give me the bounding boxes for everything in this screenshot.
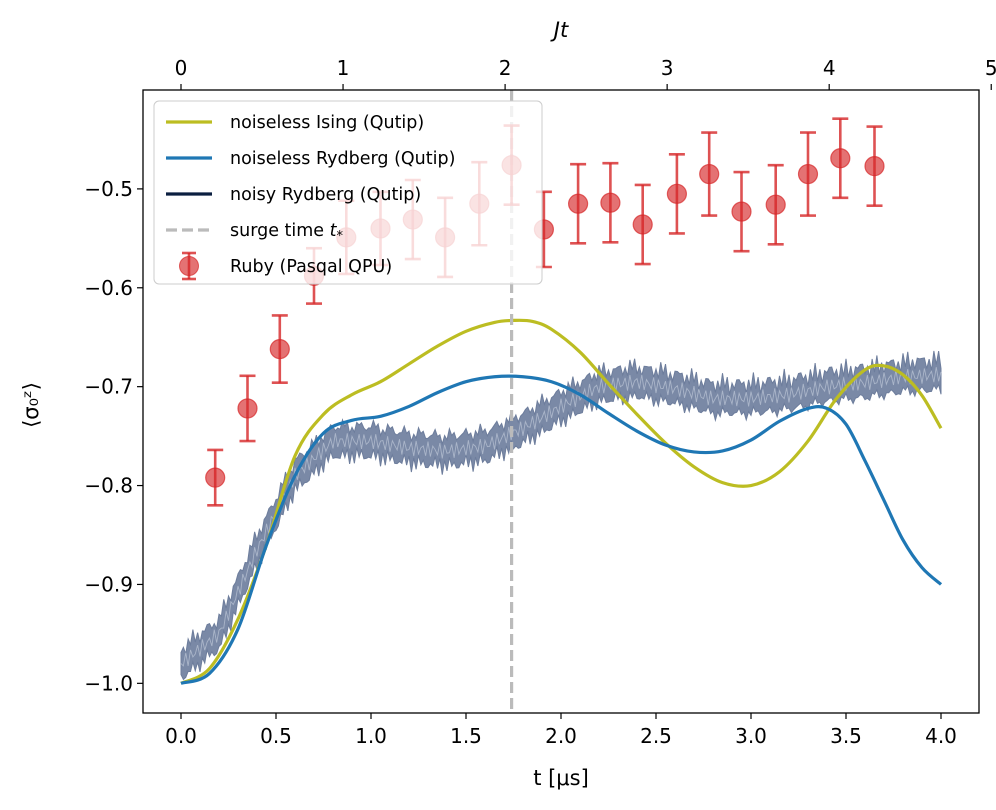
x-tick-label: 1.5 <box>450 724 482 748</box>
y-tick-label: −0.7 <box>84 375 133 399</box>
ruby-data-point <box>666 152 688 235</box>
ruby-data-point <box>567 162 589 245</box>
y-axis-label: ⟨σ₀ᶻ⟩ <box>19 382 43 428</box>
ruby-data-point <box>237 374 258 443</box>
legend-entry: surge time t* <box>166 221 344 244</box>
ruby-data-point <box>864 125 885 207</box>
y-tick-label: −0.8 <box>84 474 133 498</box>
ruby-data-point <box>632 183 653 266</box>
data-marker <box>632 214 653 235</box>
x-tick-label: 3.5 <box>830 724 862 748</box>
legend-entry: Ruby (Pasqal QPU) <box>179 251 392 281</box>
data-marker <box>600 192 621 213</box>
legend-label: Ruby (Pasqal QPU) <box>230 257 392 277</box>
x-tick-label: 2.0 <box>545 724 577 748</box>
top-axis-label: Jt <box>550 18 569 42</box>
top-tick-label: 1 <box>337 56 350 80</box>
ruby-data-point <box>731 170 752 253</box>
top-tick-label: 0 <box>175 56 188 80</box>
data-marker <box>237 398 258 419</box>
data-marker <box>699 163 720 185</box>
legend-label: surge time t* <box>230 221 344 244</box>
data-marker <box>765 194 786 215</box>
data-marker <box>731 201 752 222</box>
legend-entry: noiseless Rydberg (Qutip) <box>166 149 455 169</box>
legend-entry: noiseless Ising (Qutip) <box>166 113 424 133</box>
top-tick-label: 2 <box>499 56 512 80</box>
data-marker <box>864 156 885 177</box>
legend-label-text: Ruby (Pasqal QPU) <box>230 257 392 277</box>
legend-label-text: noiseless Rydberg (Qutip) <box>230 149 455 169</box>
legend-entry: noisy Rydberg (Qutip) <box>166 185 421 205</box>
data-marker <box>269 338 290 360</box>
legend-label: noisy Rydberg (Qutip) <box>230 185 421 205</box>
x-tick-label: 3.0 <box>735 724 767 748</box>
data-marker <box>830 148 851 169</box>
legend-label-text: noiseless Ising (Qutip) <box>230 113 424 133</box>
ruby-data-point <box>830 117 851 200</box>
y-tick-label: −1.0 <box>84 671 133 695</box>
tick-marks <box>137 84 992 719</box>
data-marker <box>666 183 688 204</box>
ruby-data-point <box>205 448 226 507</box>
top-tick-label: 4 <box>823 56 836 80</box>
legend-label-math: t <box>330 221 338 241</box>
x-tick-label: 1.0 <box>355 724 387 748</box>
y-tick-label: −0.5 <box>84 177 133 201</box>
noisy-rydberg-band-trace <box>180 367 942 667</box>
ruby-data-point <box>600 161 621 244</box>
data-marker <box>205 467 226 488</box>
x-axis-label: t [μs] <box>533 766 589 790</box>
legend-label: noiseless Ising (Qutip) <box>230 113 424 133</box>
x-tick-label: 0.0 <box>165 724 197 748</box>
ruby-data-point <box>269 314 290 385</box>
x-tick-label: 0.5 <box>260 724 292 748</box>
ruby-data-point <box>765 163 786 246</box>
y-tick-label: −0.9 <box>84 572 133 596</box>
ruby-data-point <box>699 131 720 217</box>
data-marker <box>567 193 589 214</box>
ruby-data-point <box>797 131 819 217</box>
legend: noiseless Ising (Qutip) noiseless Rydberg… <box>153 100 543 285</box>
legend-label-sub: * <box>337 229 344 244</box>
x-tick-label: 2.5 <box>640 724 672 748</box>
series-line-noiseless-ising <box>180 318 943 685</box>
legend-label-text: noisy Rydberg (Qutip) <box>230 185 421 205</box>
legend-swatch-marker <box>179 256 199 276</box>
x-tick-label: 4.0 <box>925 724 957 748</box>
noisy-rydberg-band <box>180 350 942 681</box>
series-line-noiseless-rydberg <box>180 374 943 685</box>
top-tick-label: 3 <box>661 56 674 80</box>
legend-label-text: surge time <box>230 221 330 241</box>
tick-labels: 0.0 0.5 1.0 1.5 2.0 2.5 3.0 3.5 4.0 −1.0 −0.9 −0.8 −… <box>84 56 996 748</box>
y-tick-label: −0.6 <box>84 276 133 300</box>
legend-label: noiseless Rydberg (Qutip) <box>230 149 455 169</box>
noisy-rydberg-band-area <box>180 350 942 681</box>
legend-box <box>153 100 543 285</box>
top-tick-label: 5 <box>985 56 996 80</box>
data-marker <box>797 163 819 185</box>
